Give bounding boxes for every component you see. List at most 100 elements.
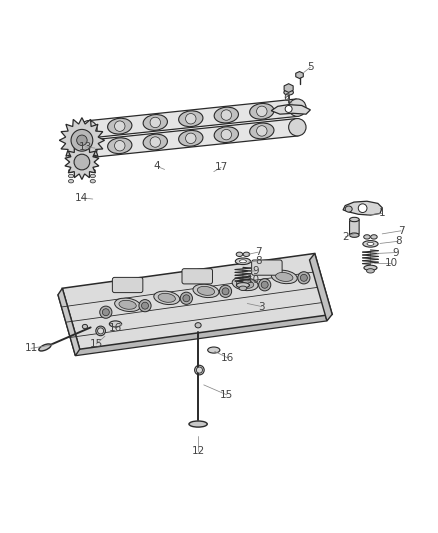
Ellipse shape bbox=[236, 252, 243, 256]
Ellipse shape bbox=[80, 140, 97, 158]
Text: 15: 15 bbox=[90, 339, 103, 349]
Ellipse shape bbox=[68, 164, 74, 167]
Polygon shape bbox=[296, 71, 303, 78]
Circle shape bbox=[298, 272, 310, 284]
Ellipse shape bbox=[96, 326, 106, 336]
Polygon shape bbox=[271, 104, 311, 114]
Ellipse shape bbox=[90, 143, 95, 147]
Ellipse shape bbox=[289, 118, 306, 136]
Ellipse shape bbox=[186, 114, 196, 124]
Ellipse shape bbox=[108, 118, 132, 134]
Ellipse shape bbox=[367, 243, 374, 245]
Ellipse shape bbox=[143, 115, 167, 131]
Ellipse shape bbox=[364, 235, 370, 239]
Ellipse shape bbox=[90, 174, 95, 177]
Text: 11: 11 bbox=[25, 343, 38, 353]
Ellipse shape bbox=[115, 121, 125, 131]
Ellipse shape bbox=[214, 107, 238, 123]
Text: 5: 5 bbox=[307, 62, 314, 72]
Ellipse shape bbox=[186, 133, 196, 143]
Ellipse shape bbox=[68, 148, 74, 151]
Ellipse shape bbox=[68, 169, 74, 173]
Ellipse shape bbox=[367, 269, 374, 273]
Polygon shape bbox=[58, 260, 327, 356]
Ellipse shape bbox=[193, 284, 219, 297]
Polygon shape bbox=[350, 220, 359, 235]
FancyBboxPatch shape bbox=[252, 260, 282, 275]
Text: 9: 9 bbox=[253, 266, 259, 276]
Ellipse shape bbox=[154, 291, 180, 304]
Text: 12: 12 bbox=[191, 447, 205, 456]
Ellipse shape bbox=[221, 110, 232, 120]
Ellipse shape bbox=[68, 154, 74, 157]
Circle shape bbox=[300, 274, 307, 281]
Polygon shape bbox=[62, 254, 332, 349]
Ellipse shape bbox=[150, 117, 160, 128]
Polygon shape bbox=[88, 118, 298, 158]
Ellipse shape bbox=[237, 279, 254, 288]
Ellipse shape bbox=[143, 134, 167, 150]
Ellipse shape bbox=[214, 127, 238, 142]
Circle shape bbox=[358, 204, 367, 213]
Ellipse shape bbox=[350, 217, 359, 222]
Text: 7: 7 bbox=[255, 247, 261, 257]
Ellipse shape bbox=[115, 141, 125, 151]
Ellipse shape bbox=[364, 265, 377, 270]
Ellipse shape bbox=[196, 367, 202, 373]
Polygon shape bbox=[88, 99, 298, 138]
Circle shape bbox=[74, 154, 90, 170]
Ellipse shape bbox=[237, 282, 250, 288]
Ellipse shape bbox=[345, 206, 352, 212]
Ellipse shape bbox=[257, 106, 267, 117]
Text: 6: 6 bbox=[283, 93, 290, 103]
Ellipse shape bbox=[90, 169, 95, 173]
Text: 10: 10 bbox=[385, 258, 397, 268]
Text: 15: 15 bbox=[220, 390, 233, 400]
Ellipse shape bbox=[90, 148, 95, 151]
Polygon shape bbox=[58, 288, 80, 356]
Text: 16: 16 bbox=[109, 324, 122, 333]
Text: 3: 3 bbox=[258, 302, 265, 312]
Ellipse shape bbox=[363, 240, 378, 247]
Circle shape bbox=[139, 300, 151, 312]
Ellipse shape bbox=[195, 322, 201, 328]
Text: 1: 1 bbox=[379, 208, 385, 219]
Polygon shape bbox=[310, 254, 332, 321]
Text: 10: 10 bbox=[247, 276, 259, 286]
Text: 7: 7 bbox=[398, 226, 404, 236]
Text: 9: 9 bbox=[392, 247, 399, 257]
FancyBboxPatch shape bbox=[113, 277, 143, 293]
Ellipse shape bbox=[115, 298, 141, 311]
Ellipse shape bbox=[158, 293, 175, 302]
Ellipse shape bbox=[197, 286, 215, 295]
Ellipse shape bbox=[284, 90, 293, 95]
Ellipse shape bbox=[250, 123, 274, 139]
Ellipse shape bbox=[90, 158, 95, 162]
Ellipse shape bbox=[350, 233, 359, 237]
Ellipse shape bbox=[235, 258, 251, 264]
Text: 8: 8 bbox=[395, 236, 402, 246]
Circle shape bbox=[180, 292, 192, 304]
Ellipse shape bbox=[90, 154, 95, 157]
Text: 16: 16 bbox=[221, 353, 234, 363]
Circle shape bbox=[219, 285, 232, 297]
Circle shape bbox=[100, 306, 112, 318]
Ellipse shape bbox=[221, 130, 232, 140]
Ellipse shape bbox=[276, 272, 293, 281]
Ellipse shape bbox=[90, 164, 95, 167]
Circle shape bbox=[102, 309, 110, 316]
Text: 13: 13 bbox=[79, 142, 92, 152]
Polygon shape bbox=[284, 84, 293, 92]
Ellipse shape bbox=[257, 126, 267, 136]
Polygon shape bbox=[59, 118, 105, 163]
Polygon shape bbox=[65, 144, 99, 180]
Text: 4: 4 bbox=[154, 161, 160, 172]
Text: 17: 17 bbox=[215, 162, 228, 172]
Ellipse shape bbox=[82, 325, 88, 329]
Ellipse shape bbox=[68, 174, 74, 177]
Ellipse shape bbox=[179, 131, 203, 146]
Ellipse shape bbox=[150, 137, 160, 147]
Ellipse shape bbox=[68, 143, 74, 147]
Polygon shape bbox=[343, 201, 382, 215]
Ellipse shape bbox=[39, 344, 51, 351]
